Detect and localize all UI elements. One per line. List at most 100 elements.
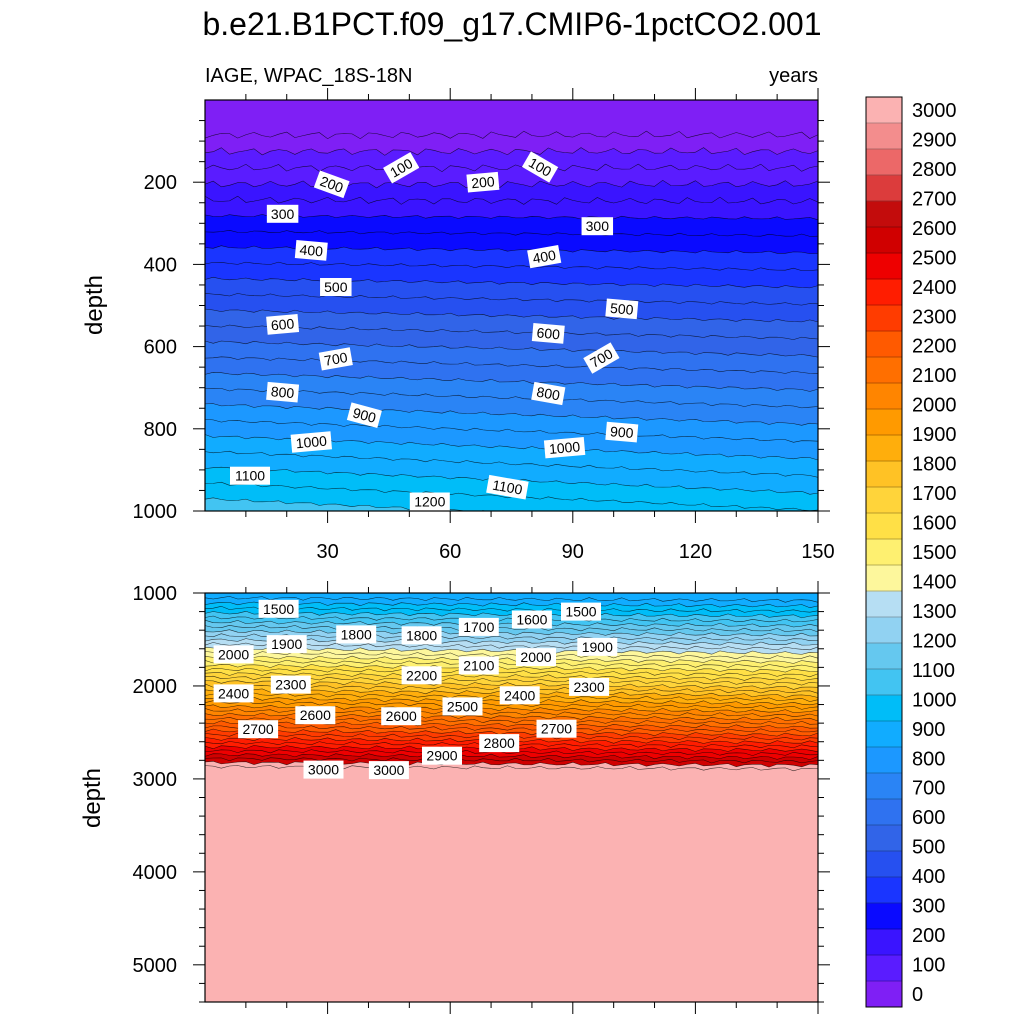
colorbar-label: 2000 xyxy=(912,395,957,417)
lower-contour-label: 1800 xyxy=(336,625,377,644)
lower-contour-label: 2700 xyxy=(238,720,279,739)
lower-contour-line xyxy=(205,700,818,710)
lower-contour-line xyxy=(205,633,818,641)
lower-contour-line xyxy=(205,606,818,613)
colorbar-swatch xyxy=(866,903,902,930)
lower-contour-label: 3000 xyxy=(368,761,409,780)
x-tick-label: 150 xyxy=(801,541,834,563)
colorbar-swatch xyxy=(866,591,902,618)
lower-contour-label: 2400 xyxy=(499,686,540,705)
svg-text:900: 900 xyxy=(609,423,634,441)
svg-text:2200: 2200 xyxy=(406,667,437,683)
lower-contour-line xyxy=(205,629,818,637)
svg-text:300: 300 xyxy=(271,206,295,222)
lower-contour-label: 1900 xyxy=(577,637,618,656)
upper-contour-line xyxy=(205,276,818,289)
upper-contour-label: 400 xyxy=(527,245,562,269)
svg-text:2600: 2600 xyxy=(300,707,331,723)
x-tick-label: 120 xyxy=(679,541,712,563)
svg-text:2400: 2400 xyxy=(504,687,535,703)
colorbar-label: 2600 xyxy=(912,218,957,240)
svg-text:200: 200 xyxy=(318,173,346,196)
lower-contour-label: 2800 xyxy=(479,734,520,753)
upper-contour-line xyxy=(205,293,818,306)
lower-contour-label: 1700 xyxy=(458,617,499,636)
lower-contour-label: 2100 xyxy=(458,656,499,675)
colorbar-label: 1000 xyxy=(912,689,957,711)
lower-contour-line xyxy=(205,651,818,660)
upper-contour-label: 500 xyxy=(320,278,352,296)
y-tick-label: 600 xyxy=(144,337,177,359)
upper-contour-line xyxy=(205,195,818,205)
upper-contour-line xyxy=(205,261,818,271)
lower-contour-line xyxy=(205,624,818,633)
upper-contour-label: 1000 xyxy=(290,431,333,453)
lower-contour-label: 2300 xyxy=(270,675,311,694)
lower-contour-label: 2600 xyxy=(381,707,422,726)
svg-text:2700: 2700 xyxy=(243,721,274,737)
lower-contour-label: 2400 xyxy=(213,684,254,703)
colorbar-swatch xyxy=(866,227,902,254)
upper-contour-line xyxy=(205,130,818,140)
y-tick-label: 2000 xyxy=(133,676,178,698)
upper-contour-label: 500 xyxy=(605,298,639,320)
svg-text:2900: 2900 xyxy=(426,748,457,764)
colorbar-swatch xyxy=(866,175,902,202)
y-tick-label: 400 xyxy=(144,254,177,276)
upper-contour-label: 300 xyxy=(581,217,614,236)
y-tick-label: 200 xyxy=(144,172,177,194)
colorbar-label: 1800 xyxy=(912,454,957,476)
svg-text:2000: 2000 xyxy=(218,646,249,662)
upper-contour-label: 700 xyxy=(318,347,353,371)
lower-contour-line xyxy=(205,672,818,681)
y-tick-label: 800 xyxy=(144,419,177,441)
svg-text:500: 500 xyxy=(609,300,634,318)
chart-title: b.e21.B1PCT.f09_g17.CMIP6-1pctCO2.001 xyxy=(202,6,821,42)
lower-contour-label: 1900 xyxy=(266,635,307,654)
lower-contour-label: 2200 xyxy=(401,666,442,685)
lower-contour-line xyxy=(205,619,818,628)
upper-contour-line xyxy=(205,214,818,221)
colorbar-label: 3000 xyxy=(912,100,957,122)
colorbar-swatch xyxy=(866,877,902,904)
upper-contour-line xyxy=(205,163,818,173)
svg-text:1600: 1600 xyxy=(516,612,547,628)
lower-contour-label: 2900 xyxy=(422,746,462,765)
colorbar-swatch xyxy=(866,383,902,410)
colorbar-swatch xyxy=(866,669,902,696)
svg-text:900: 900 xyxy=(351,404,378,426)
colorbar-swatch xyxy=(866,981,902,1008)
svg-text:1000: 1000 xyxy=(548,438,581,457)
svg-text:2300: 2300 xyxy=(574,679,605,695)
colorbar-label: 1200 xyxy=(912,630,957,652)
svg-text:1800: 1800 xyxy=(406,627,437,643)
lower-contour-line xyxy=(205,724,818,733)
x-tick-label: 90 xyxy=(562,541,584,563)
upper-contour-label: 900 xyxy=(346,402,382,428)
upper-contour-line xyxy=(205,419,818,443)
colorbar-swatch xyxy=(866,643,902,670)
colorbar-label: 1100 xyxy=(912,660,955,682)
colorbar-label: 2500 xyxy=(912,247,957,269)
colorbar: 0 100 200 300 400 500 600 700 800 900 1000 1100 1200… xyxy=(865,96,957,1008)
colorbar-swatch xyxy=(866,461,902,488)
y-tick-label: 1000 xyxy=(133,501,178,523)
svg-text:500: 500 xyxy=(324,279,348,295)
svg-text:700: 700 xyxy=(323,349,349,369)
lower-contour-line xyxy=(205,749,818,756)
y-tick-label: 5000 xyxy=(133,955,178,977)
svg-text:3000: 3000 xyxy=(373,762,404,778)
svg-text:1800: 1800 xyxy=(341,626,372,642)
upper-right-label: years xyxy=(769,65,818,87)
colorbar-label: 700 xyxy=(912,778,945,800)
lower-contour-label: 2500 xyxy=(442,697,483,716)
upper-contour-line xyxy=(205,388,818,409)
colorbar-swatch xyxy=(866,825,902,852)
colorbar-label: 200 xyxy=(912,925,945,947)
upper-contour-line xyxy=(205,403,818,426)
svg-text:400: 400 xyxy=(299,241,324,259)
upper-contour-line xyxy=(205,497,488,511)
svg-text:800: 800 xyxy=(535,384,561,404)
